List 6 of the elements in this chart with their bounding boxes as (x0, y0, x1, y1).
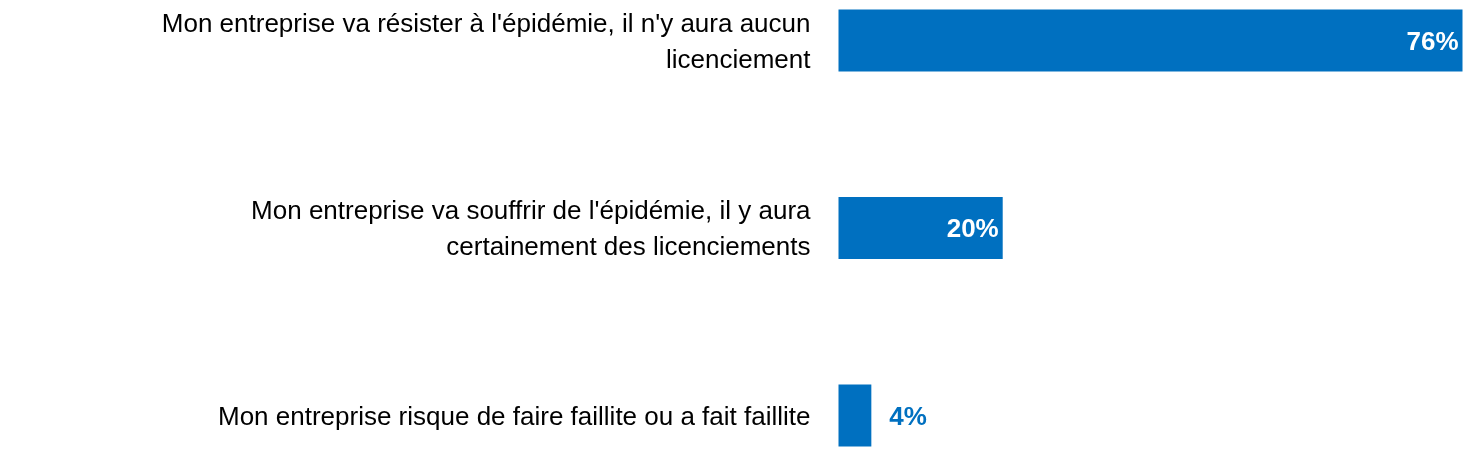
y-tick-label: Mon entreprise risque de faire faillite ou a fait faillite (217, 400, 811, 431)
data-label: 20% (946, 213, 999, 243)
y-tick-label: Mon entreprise va résister à l'épidémie, il n'y aura aucun licenciement (161, 7, 812, 74)
data-label: 4% (889, 400, 927, 431)
y-tick-label: Mon entreprise va souffrir de l'épidémie, il y aura certainement des licenciements (251, 195, 812, 261)
data-label: 76% (1406, 25, 1459, 56)
